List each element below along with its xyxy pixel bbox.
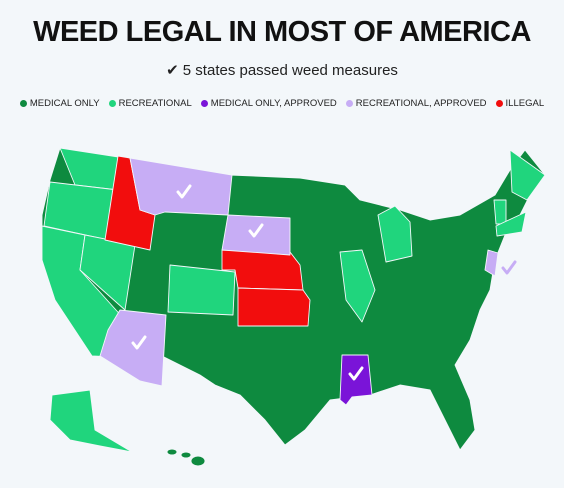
state-region [493, 199, 507, 225]
state-region [509, 149, 546, 201]
title: WEED LEGAL IN MOST OF AMERICA [33, 16, 531, 48]
legend-swatch [108, 100, 116, 107]
check-icon [248, 223, 264, 238]
legend-item: RECREATIONAL [108, 98, 192, 109]
state-region [339, 249, 376, 323]
state-region [49, 389, 133, 453]
legend-label: RECREATIONAL [118, 98, 192, 109]
state-region [237, 287, 311, 327]
state-region [484, 249, 499, 277]
check-icon [348, 366, 364, 381]
legend-label: MEDICAL ONLY [29, 98, 100, 109]
legend-label: RECREATIONAL, APPROVED [355, 98, 487, 109]
state-region [190, 455, 206, 467]
state-region [166, 448, 178, 456]
check-icon [131, 335, 147, 350]
legend-swatch [200, 100, 208, 107]
legend-item: RECREATIONAL, APPROVED [345, 98, 487, 109]
check-icon [501, 260, 517, 275]
legend-label: MEDICAL ONLY, APPROVED [210, 98, 337, 109]
state-region [99, 309, 167, 387]
subtitle: ✔ 5 states passed weed measures [166, 62, 398, 79]
legend-item: MEDICAL ONLY [19, 98, 100, 109]
legend-swatch [19, 100, 27, 107]
legend-swatch [495, 100, 503, 107]
legend-item: ILLEGAL [495, 98, 545, 109]
state-region [377, 205, 413, 263]
legend-swatch [345, 100, 353, 107]
check-icon [176, 184, 192, 199]
state-region [180, 451, 192, 459]
legend-item: MEDICAL ONLY, APPROVED [200, 98, 337, 109]
state-region [167, 264, 236, 316]
state-region [495, 211, 527, 237]
state-region [129, 157, 233, 216]
state-region [339, 354, 373, 406]
legend: MEDICAL ONLY RECREATIONAL MEDICAL ONLY, AP… [0, 98, 564, 109]
legend-label: ILLEGAL [505, 98, 545, 109]
